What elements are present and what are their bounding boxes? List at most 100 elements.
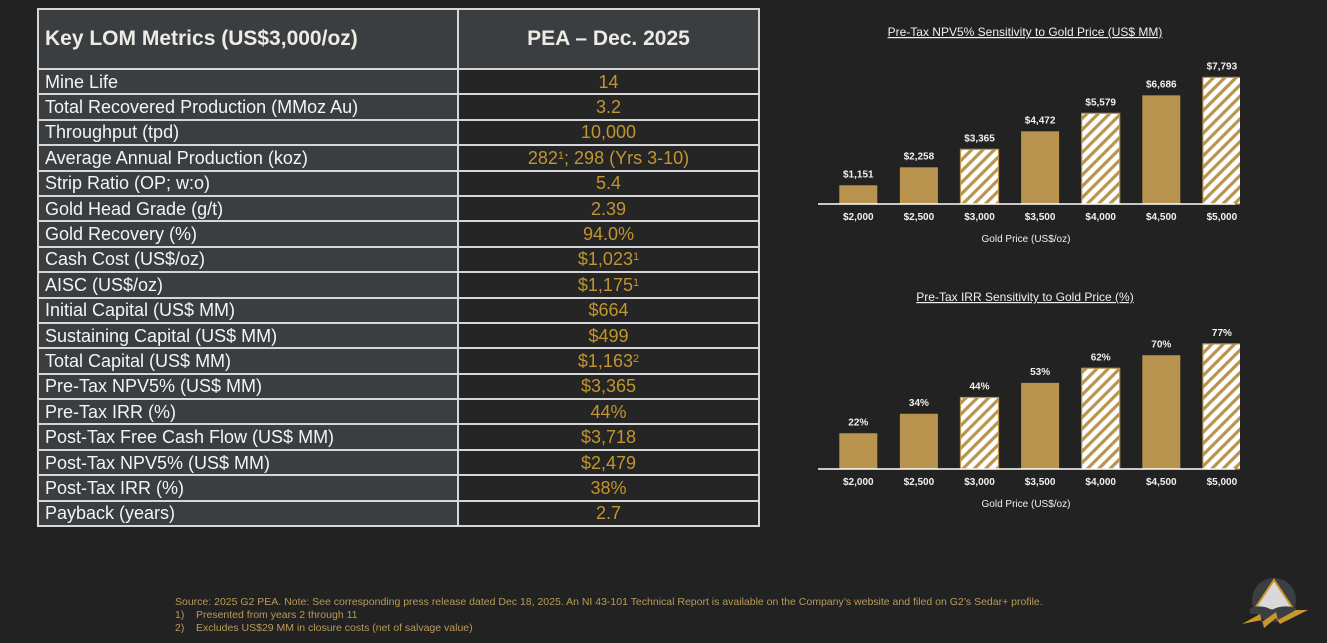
data-label: 22%: [848, 417, 868, 428]
bar-5000: [1202, 343, 1240, 470]
metric-label: Sustaining Capital (US$ MM): [37, 321, 459, 350]
table-row: Total Capital (US$ MM) $1,1632: [37, 347, 760, 375]
data-label: 34%: [909, 398, 929, 409]
table-row: Gold Recovery (%) 94.0%: [37, 220, 760, 248]
metric-label: Post-Tax NPV5% (US$ MM): [37, 448, 459, 477]
metric-value: 14: [457, 67, 760, 96]
x-tick-label: $3,500: [1025, 477, 1056, 488]
metric-value-text: 94.0%: [582, 224, 635, 245]
footnote-number: 1): [175, 609, 185, 621]
table-row: Post-Tax IRR (%) 38%: [37, 474, 760, 502]
table-row: Pre-Tax NPV5% (US$ MM) $3,365: [37, 372, 760, 401]
bar-2000: [839, 433, 878, 469]
table-row: Strip Ratio (OP; w:o) 5.4: [37, 169, 760, 197]
irr-sensitivity-chart: Pre-Tax IRR Sensitivity to Gold Price (%…: [818, 290, 1240, 510]
metric-value-text: $1,023: [577, 249, 633, 270]
metric-value-text: 282: [527, 147, 558, 168]
metric-value-text: $1,175: [577, 274, 633, 295]
metric-value: 3.2: [457, 93, 760, 121]
metric-label: Average Annual Production (koz): [37, 144, 459, 172]
bar-3500: [1021, 382, 1060, 469]
metric-label: Mine Life: [37, 67, 459, 96]
header-pea: PEA – Dec. 2025: [457, 8, 760, 70]
metric-value: $1,1632: [457, 347, 760, 375]
x-tick-label: $5,000: [1207, 212, 1238, 223]
table-row: Cash Cost (US$/oz) $1,0231: [37, 245, 760, 274]
footnote-number: 2): [175, 622, 185, 634]
metric-value: 94.0%: [457, 220, 760, 248]
x-tick-label: $3,000: [964, 212, 995, 223]
x-tick-label: $4,000: [1085, 212, 1116, 223]
x-tick-label: $4,500: [1146, 477, 1177, 488]
table-row: Average Annual Production (koz) 2821; 298…: [37, 144, 760, 172]
metric-value-text: 14: [598, 71, 619, 92]
footnote-2: 2) Excludes US$29 MM in closure costs (n…: [175, 622, 1043, 635]
table-row: Payback (years) 2.7: [37, 499, 760, 528]
footnote-text: Excludes US$29 MM in closure costs (net …: [196, 622, 473, 634]
chart-title: Pre-Tax NPV5% Sensitivity to Gold Price …: [888, 25, 1163, 39]
data-label: 77%: [1212, 328, 1232, 339]
metric-value: 44%: [457, 398, 760, 426]
table-row: Sustaining Capital (US$ MM) $499: [37, 321, 760, 350]
source-note: Source: 2025 G2 PEA. Note: See correspon…: [175, 596, 1043, 608]
chart-title: Pre-Tax IRR Sensitivity to Gold Price (%…: [916, 290, 1133, 304]
bar-4500: [1142, 95, 1181, 204]
bar-4000: [1081, 112, 1121, 205]
metric-value-text: 2.7: [595, 503, 622, 524]
metric-value: $2,479: [457, 448, 760, 477]
footnote-ref: 1: [632, 276, 640, 289]
key-lom-metrics-table: Key LOM Metrics (US$3,000/oz) PEA – Dec.…: [37, 8, 760, 528]
table-row: Post-Tax Free Cash Flow (US$ MM) $3,718: [37, 423, 760, 451]
table-row: Gold Head Grade (g/t) 2.39: [37, 194, 760, 223]
data-label: 70%: [1151, 339, 1171, 350]
x-tick-label: $5,000: [1207, 477, 1238, 488]
metric-value: 2821; 298 (Yrs 3-10): [457, 144, 760, 172]
data-label: $3,365: [964, 133, 995, 144]
x-tick-label: $3,000: [964, 477, 995, 488]
bar-5000: [1202, 76, 1240, 205]
data-label: 53%: [1030, 367, 1050, 378]
x-tick-label: $3,500: [1025, 212, 1056, 223]
footnotes: Source: 2025 G2 PEA. Note: See correspon…: [175, 596, 1043, 635]
table-row: Initial Capital (US$ MM) $664: [37, 296, 760, 324]
metric-value: $499: [457, 321, 760, 350]
table-row: Pre-Tax IRR (%) 44%: [37, 398, 760, 426]
metric-value: 2.7: [457, 499, 760, 528]
metric-value: $1,1751: [457, 271, 760, 299]
metric-value: $664: [457, 296, 760, 324]
metric-value: $1,0231: [457, 245, 760, 274]
header-metric: Key LOM Metrics (US$3,000/oz): [37, 8, 459, 70]
bar-3500: [1021, 131, 1060, 204]
data-label: 44%: [969, 382, 989, 393]
data-label: $1,151: [843, 169, 874, 180]
metric-value-text: 38%: [590, 477, 627, 498]
data-label: $5,579: [1085, 97, 1116, 108]
bar-3000: [959, 148, 1000, 205]
metric-label: Total Capital (US$ MM): [37, 347, 459, 375]
metric-value-text: 5.4: [595, 173, 622, 194]
table-row: Mine Life 14: [37, 67, 760, 96]
metric-value-text: $3,718: [580, 427, 637, 448]
x-tick-label: $4,000: [1085, 477, 1116, 488]
x-tick-label: $2,000: [843, 212, 874, 223]
data-label: $6,686: [1146, 79, 1177, 90]
bar-2000: [839, 185, 878, 204]
data-label: $7,793: [1207, 61, 1238, 72]
table-row: Post-Tax NPV5% (US$ MM) $2,479: [37, 448, 760, 477]
metric-label: Total Recovered Production (MMoz Au): [37, 93, 459, 121]
metric-label: Initial Capital (US$ MM): [37, 296, 459, 324]
bar-3000: [959, 396, 1000, 470]
metric-value: 38%: [457, 474, 760, 502]
npv-sensitivity-chart: Pre-Tax NPV5% Sensitivity to Gold Price …: [818, 25, 1240, 245]
x-tick-label: $2,500: [904, 212, 935, 223]
metric-value-text: 10,000: [580, 122, 637, 143]
bar-2500: [899, 413, 938, 469]
x-axis-title: Gold Price (US$/oz): [982, 234, 1071, 245]
footnote-text: Presented from years 2 through 11: [196, 609, 358, 621]
metric-value-text: $1,163: [577, 350, 633, 371]
data-label: $2,258: [904, 151, 935, 162]
metric-label: Pre-Tax NPV5% (US$ MM): [37, 372, 459, 401]
footnote-ref: 2: [632, 352, 640, 365]
metric-label: AISC (US$/oz): [37, 271, 459, 299]
table-row: AISC (US$/oz) $1,1751: [37, 271, 760, 299]
